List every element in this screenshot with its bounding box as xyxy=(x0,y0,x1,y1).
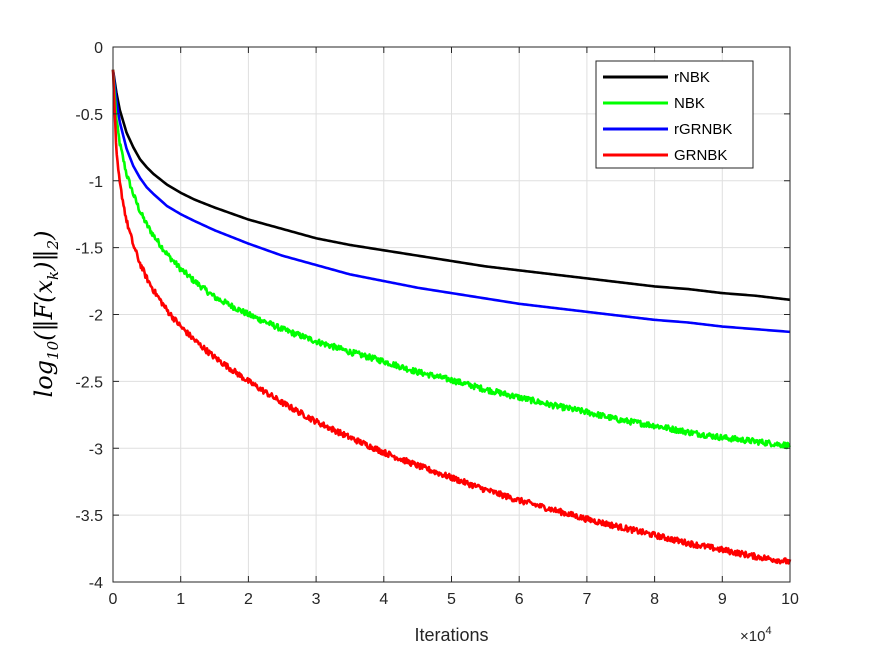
legend: rNBK NBK rGRNBK GRNBK xyxy=(595,60,754,169)
legend-label-nbk: NBK xyxy=(674,95,705,112)
x-tick-label: 1 xyxy=(176,591,185,608)
legend-box xyxy=(595,60,754,169)
x-tick-label: 5 xyxy=(447,591,456,608)
y-tick-label: -3 xyxy=(89,441,103,458)
y-label-sub-10: 10 xyxy=(44,340,62,360)
y-tick-label: -4 xyxy=(89,575,103,592)
y-tick-label: -1 xyxy=(89,174,103,191)
x-tick-label: 2 xyxy=(244,591,253,608)
series-line-nbk xyxy=(111,69,792,450)
series-line-grnbk xyxy=(111,69,792,565)
x-axis-multiplier: ×104 xyxy=(740,625,772,645)
y-label-sub-2: 2 xyxy=(44,240,62,251)
y-axis-label: log10(‖F(xk)‖2) xyxy=(30,231,62,398)
y-label-norm-open: (‖F(x xyxy=(30,279,59,340)
legend-label-rgrnbk: rGRNBK xyxy=(674,121,732,138)
x-tick-label: 6 xyxy=(515,591,524,608)
x-tick-label: 8 xyxy=(650,591,659,608)
legend-label-rnbk: rNBK xyxy=(674,69,710,86)
y-tick-label: -2 xyxy=(89,308,103,325)
y-label-end: ) xyxy=(30,231,58,241)
y-label-norm-close: )‖ xyxy=(30,249,59,271)
y-label-sub-k: k xyxy=(44,271,62,280)
legend-items: rNBK NBK rGRNBK GRNBK xyxy=(603,69,732,164)
x-tick-label: 10 xyxy=(781,591,799,608)
series-lines xyxy=(111,69,792,565)
legend-label-grnbk: GRNBK xyxy=(674,147,727,164)
x-tick-label: 7 xyxy=(582,591,591,608)
y-label-log: log xyxy=(30,360,58,398)
y-tick-label: -2.5 xyxy=(75,374,103,391)
x-multiplier-exponent: 4 xyxy=(765,625,771,637)
x-tick-labels: 0 1 2 3 4 5 6 7 8 9 10 xyxy=(109,591,799,608)
series-line-rgrnbk xyxy=(111,69,791,334)
y-tick-label: -3.5 xyxy=(75,508,103,525)
y-tick-labels: 0 -0.5 -1 -1.5 -2 -2.5 -3 -3.5 -4 xyxy=(75,40,103,592)
x-tick-label: 0 xyxy=(109,591,118,608)
y-tick-label: -0.5 xyxy=(75,107,103,124)
x-multiplier-base: ×10 xyxy=(740,628,765,645)
x-tick-label: 9 xyxy=(718,591,727,608)
x-axis-label: Iterations xyxy=(414,625,488,645)
x-tick-label: 4 xyxy=(379,591,388,608)
x-tick-label: 3 xyxy=(312,591,321,608)
axis-ticks xyxy=(112,46,791,583)
y-tick-label: 0 xyxy=(94,40,103,57)
y-tick-label: -1.5 xyxy=(75,241,103,258)
series-line-rnbk xyxy=(111,69,791,302)
